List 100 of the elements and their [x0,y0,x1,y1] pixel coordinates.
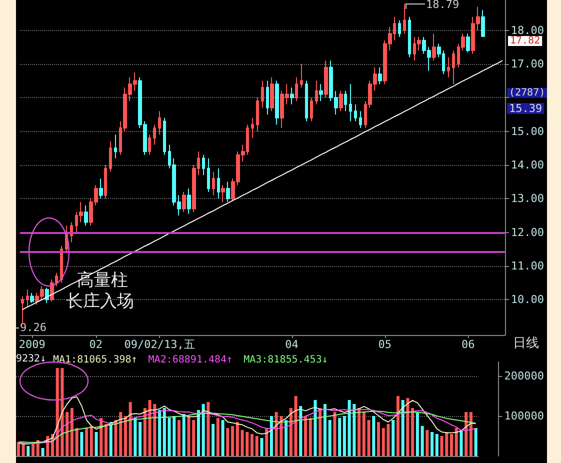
bar [143,408,146,456]
bar [304,416,308,456]
bar [124,416,127,456]
bar [392,420,395,456]
bar [206,402,210,456]
bar [333,412,336,456]
candlestick [452,50,455,85]
bar [430,432,434,456]
bar [454,428,458,456]
candlestick [266,80,269,115]
candlestick [398,20,401,38]
candlestick [163,117,166,156]
x-tick-label: 05 [378,338,392,351]
bar [328,420,332,456]
text: MA3:81855.453↓ [244,354,328,366]
bar [314,400,317,456]
candlestick [290,87,294,105]
candlestick [182,191,186,213]
candlestick [403,3,406,34]
y-tick-label: 13.00 [510,192,544,206]
candlestick [109,140,112,172]
candlestick [354,104,357,122]
bar [460,430,463,456]
bar [41,448,44,456]
y-tick-label: 10.00 [510,293,544,306]
bar [75,428,78,456]
bar [100,418,103,456]
bar [265,428,268,456]
candlestick [310,97,313,122]
bar [318,408,322,456]
text: 15.39 [509,102,542,115]
bar [226,428,230,456]
bar [70,408,74,456]
bar [401,400,404,456]
bar [469,412,472,456]
bar [362,412,366,456]
bar [104,424,108,456]
bar [16,442,20,456]
bar [435,434,438,456]
text: (2787) [509,88,546,98]
x-tick-label: 2009 [18,338,46,351]
bar [22,444,25,456]
bar [338,418,342,456]
candlestick [466,33,470,53]
bar [255,436,258,456]
y-tick-label: 17.00 [510,57,544,70]
candlestick [408,16,411,58]
bar [202,404,205,456]
bar [158,410,162,456]
candlestick [275,80,279,126]
candlestick [378,66,382,85]
candlestick [349,84,352,122]
bar [416,412,419,456]
text: 17.82 [510,36,540,46]
bar [26,446,30,456]
candlestick [300,63,303,88]
candlestick [270,76,274,112]
bar [406,398,410,456]
candlestick [212,171,215,196]
bar [250,434,254,456]
bar [367,420,370,456]
y-tick-label: 15.00 [510,124,544,138]
candlestick [319,84,323,102]
bar [411,408,414,456]
bar [474,428,478,456]
bar [216,418,220,456]
bar [212,424,215,456]
candlestick [251,117,254,139]
candlestick [158,110,161,136]
bar [308,418,312,456]
annotation: 9232↓ [16,354,46,364]
bar [134,418,137,456]
bar [377,422,380,456]
candlestick [99,178,103,200]
bar [299,406,302,456]
candlestick [84,204,88,226]
text: MA2:68891.484↑ [148,354,233,366]
bar [358,408,361,456]
x-tick-label: 09/02/13,五 [124,338,195,351]
candlestick [202,154,205,176]
candlestick [148,134,151,156]
candlestick [153,124,156,146]
bar [396,396,400,456]
bar [192,420,196,456]
candlestick [315,80,318,105]
annotation: 18.79 [426,0,460,11]
bar [372,416,376,456]
bar [80,432,84,456]
candlestick [114,134,117,159]
candlestick [221,184,225,203]
bar [294,396,298,456]
bar [94,432,98,456]
candlestick [104,164,107,200]
bar [236,422,239,456]
text: 日线 [513,336,539,351]
candlestick [447,56,450,78]
x-tick-label: 02 [89,338,102,351]
y-tick-label: 200000 [504,370,544,382]
y-tick-label: 11.00 [510,259,544,272]
candlestick [217,168,220,200]
